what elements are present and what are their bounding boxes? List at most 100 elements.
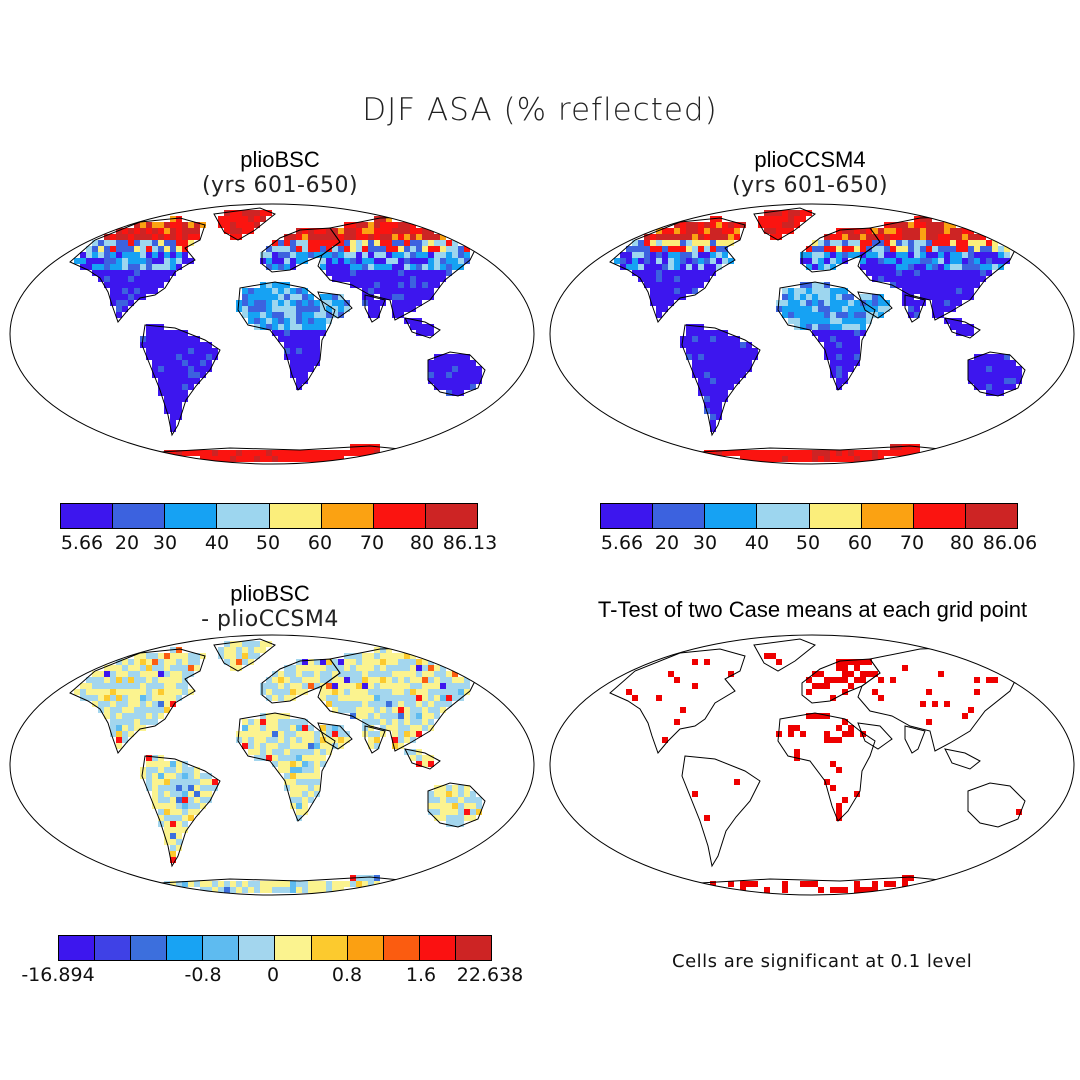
map-cell bbox=[338, 659, 344, 665]
map-cell bbox=[446, 372, 452, 378]
map-cell bbox=[836, 372, 842, 378]
coastline-africa bbox=[237, 281, 336, 391]
map-cell bbox=[716, 240, 722, 246]
map-cell bbox=[428, 270, 434, 276]
map-cell bbox=[818, 887, 824, 893]
map-cell bbox=[398, 300, 404, 306]
map-cell bbox=[242, 653, 248, 659]
map-cell bbox=[320, 318, 326, 324]
map-cell bbox=[1004, 252, 1010, 258]
map-cell bbox=[284, 234, 290, 240]
map-cell bbox=[170, 803, 176, 809]
map-cell bbox=[692, 366, 698, 372]
map-cell bbox=[704, 372, 710, 378]
map-cell bbox=[242, 731, 248, 737]
map-cell bbox=[134, 719, 140, 725]
map-cell bbox=[812, 240, 818, 246]
map-cell bbox=[422, 294, 428, 300]
map-cell bbox=[308, 683, 314, 689]
map-cell bbox=[176, 354, 182, 360]
map-cell bbox=[308, 881, 314, 887]
map-cell bbox=[188, 450, 194, 456]
map-cell bbox=[704, 390, 710, 396]
map-cell bbox=[440, 695, 446, 701]
map-cell bbox=[848, 366, 854, 372]
map-cell bbox=[824, 300, 830, 306]
map-cell bbox=[188, 384, 194, 390]
map-cell bbox=[848, 342, 854, 348]
map-cell bbox=[140, 288, 146, 294]
map-cell bbox=[668, 671, 674, 677]
map-cell bbox=[260, 641, 266, 647]
map-cell bbox=[422, 671, 428, 677]
map-cell bbox=[272, 318, 278, 324]
map-cell bbox=[116, 312, 122, 318]
map-cell bbox=[164, 246, 170, 252]
map-cell bbox=[476, 797, 482, 803]
map-cell bbox=[950, 324, 956, 330]
map-cell bbox=[386, 653, 392, 659]
map-cell bbox=[392, 683, 398, 689]
map-cell bbox=[302, 761, 308, 767]
map-cell bbox=[356, 695, 362, 701]
map-cell bbox=[356, 270, 362, 276]
map-cell bbox=[644, 282, 650, 288]
map-cell bbox=[326, 695, 332, 701]
map-cell bbox=[248, 312, 254, 318]
map-cell bbox=[176, 216, 182, 222]
map-cell bbox=[950, 222, 956, 228]
map-cell bbox=[722, 396, 728, 402]
map-cell bbox=[962, 324, 968, 330]
map-cell bbox=[710, 414, 716, 420]
map-cell bbox=[98, 683, 104, 689]
map-cell bbox=[86, 683, 92, 689]
map-cell bbox=[914, 288, 920, 294]
map-cell bbox=[974, 252, 980, 258]
map-cell bbox=[314, 312, 320, 318]
map-cell bbox=[974, 282, 980, 288]
map-cell bbox=[1004, 372, 1010, 378]
map-cell bbox=[638, 252, 644, 258]
map-cell bbox=[902, 240, 908, 246]
map-cell bbox=[272, 288, 278, 294]
map-cell bbox=[290, 312, 296, 318]
map-cell bbox=[422, 707, 428, 713]
map-cell bbox=[428, 689, 434, 695]
map-cell bbox=[710, 348, 716, 354]
map-cell bbox=[968, 264, 974, 270]
map-cell bbox=[290, 785, 296, 791]
map-cell bbox=[818, 252, 824, 258]
map-cell bbox=[302, 240, 308, 246]
map-cell bbox=[428, 707, 434, 713]
map-cell bbox=[920, 288, 926, 294]
map-cell bbox=[344, 671, 350, 677]
map-cell bbox=[338, 450, 344, 456]
map-cell bbox=[230, 222, 236, 228]
map-cell bbox=[950, 282, 956, 288]
map-cell bbox=[944, 234, 950, 240]
map-cell bbox=[458, 252, 464, 258]
map-cell bbox=[356, 228, 362, 234]
map-cell bbox=[146, 761, 152, 767]
map-cell bbox=[782, 294, 788, 300]
map-cell bbox=[440, 785, 446, 791]
map-cell bbox=[830, 366, 836, 372]
map-cell bbox=[194, 653, 200, 659]
map-cell bbox=[236, 234, 242, 240]
map-cell bbox=[290, 683, 296, 689]
map-cell bbox=[224, 450, 230, 456]
map-cell bbox=[260, 306, 266, 312]
map-cell bbox=[386, 659, 392, 665]
map-cell bbox=[902, 665, 908, 671]
map-cell bbox=[452, 695, 458, 701]
map-cell bbox=[950, 264, 956, 270]
map-cell bbox=[446, 803, 452, 809]
map-cell bbox=[224, 647, 230, 653]
map-cell bbox=[176, 647, 182, 653]
map-cell bbox=[446, 677, 452, 683]
map-cell bbox=[182, 689, 188, 695]
map-cell bbox=[410, 294, 416, 300]
map-cell bbox=[782, 887, 788, 893]
map-cell bbox=[914, 222, 920, 228]
map-cell bbox=[986, 378, 992, 384]
